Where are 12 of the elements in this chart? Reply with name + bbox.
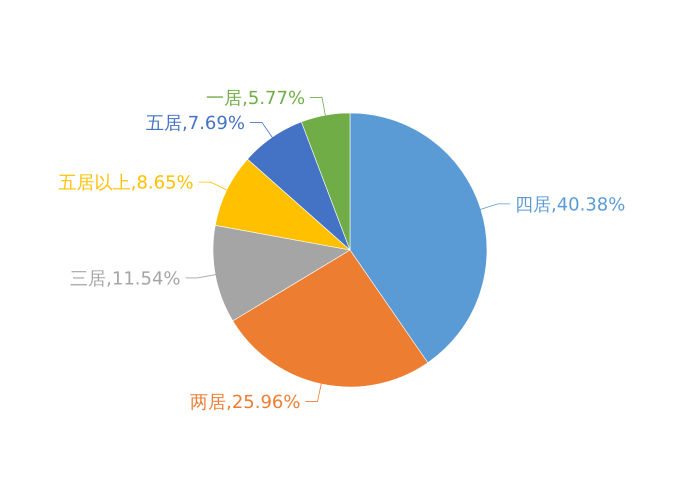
slice-label: 一居 (206, 88, 242, 110)
data-label: ,8.65% (130, 172, 194, 194)
slice-label: 三居 (70, 268, 106, 290)
slice-label: 五居 (146, 112, 182, 134)
data-label: ,7.69% (182, 112, 245, 134)
slice-label: 四居 (514, 194, 551, 216)
slice-label: 两居 (190, 392, 226, 414)
data-label: ,5.77% (242, 88, 306, 110)
data-label: ,40.38% (550, 194, 626, 216)
data-label: ,25.96% (226, 392, 300, 414)
data-label: ,11.54% (106, 268, 181, 290)
slice-label: 五居以上 (58, 172, 131, 194)
